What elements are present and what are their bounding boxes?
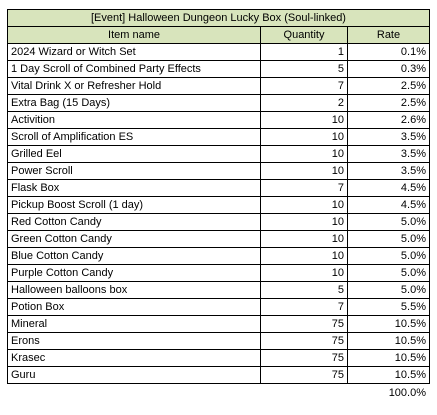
- header-cell: Rate: [347, 26, 430, 44]
- quantity: 10: [260, 230, 348, 248]
- table-row: Power Scroll 10 3.5%: [7, 162, 430, 180]
- item-name: Vital Drink X or Refresher Hold: [7, 77, 261, 95]
- item-name: Power Scroll: [7, 162, 261, 180]
- item-name: 2024 Wizard or Witch Set: [7, 43, 261, 61]
- header-cell: Item name: [7, 26, 261, 44]
- rate: 0.1%: [347, 43, 430, 61]
- table-row: Mineral 75 10.5%: [7, 315, 430, 333]
- quantity: 7: [260, 179, 348, 197]
- rate: 2.6%: [347, 111, 430, 129]
- rate: 5.0%: [347, 230, 430, 248]
- quantity: 10: [260, 247, 348, 265]
- rate: 5.0%: [347, 281, 430, 299]
- rate: 3.5%: [347, 128, 430, 146]
- table: [Event] Halloween Dungeon Lucky Box (Sou…: [7, 9, 430, 384]
- table-row: Erons 75 10.5%: [7, 332, 430, 350]
- table-wrap: [Event] Halloween Dungeon Lucky Box (Sou…: [7, 9, 430, 400]
- quantity: 75: [260, 349, 348, 367]
- total: 100.0%: [388, 387, 426, 399]
- table-row: Vital Drink X or Refresher Hold 7 2.5%: [7, 77, 430, 95]
- quantity: 10: [260, 111, 348, 129]
- table-row: Green Cotton Candy 10 5.0%: [7, 230, 430, 248]
- quantity: 10: [260, 196, 348, 214]
- rate: 5.0%: [347, 264, 430, 282]
- header-row: Item name Quantity Rate: [7, 26, 430, 44]
- header-cell: Quantity: [260, 26, 348, 44]
- quantity: 10: [260, 213, 348, 231]
- table-row: Flask Box 7 4.5%: [7, 179, 430, 197]
- table-row: Potion Box 7 5.5%: [7, 298, 430, 316]
- rate: 5.0%: [347, 213, 430, 231]
- item-name: Blue Cotton Candy: [7, 247, 261, 265]
- rate: 3.5%: [347, 145, 430, 163]
- table-row: Blue Cotton Candy 10 5.0%: [7, 247, 430, 265]
- table-row: Krasec 75 10.5%: [7, 349, 430, 367]
- item-name: Purple Cotton Candy: [7, 264, 261, 282]
- item-name: Krasec: [7, 349, 261, 367]
- title-row: [Event] Halloween Dungeon Lucky Box (Sou…: [7, 9, 430, 27]
- table-row: 2024 Wizard or Witch Set 1 0.1%: [7, 43, 430, 61]
- item-name: 1 Day Scroll of Combined Party Effects: [7, 60, 261, 78]
- table-row: Grilled Eel 10 3.5%: [7, 145, 430, 163]
- rate: 10.5%: [347, 332, 430, 350]
- table-row: Scroll of Amplification ES 10 3.5%: [7, 128, 430, 146]
- table-row: Activition 10 2.6%: [7, 111, 430, 129]
- quantity: 75: [260, 315, 348, 333]
- item-name: Scroll of Amplification ES: [7, 128, 261, 146]
- rate: 10.5%: [347, 315, 430, 333]
- table-row: Purple Cotton Candy 10 5.0%: [7, 264, 430, 282]
- table-row: Extra Bag (15 Days) 2 2.5%: [7, 94, 430, 112]
- item-name: Activition: [7, 111, 261, 129]
- quantity: 5: [260, 60, 348, 78]
- rate: 5.0%: [347, 247, 430, 265]
- table-row: Pickup Boost Scroll (1 day) 10 4.5%: [7, 196, 430, 214]
- rate: 10.5%: [347, 349, 430, 367]
- quantity: 1: [260, 43, 348, 61]
- rate: 3.5%: [347, 162, 430, 180]
- table-row: Halloween balloons box 5 5.0%: [7, 281, 430, 299]
- rate: 0.3%: [347, 60, 430, 78]
- quantity: 5: [260, 281, 348, 299]
- item-name: Red Cotton Candy: [7, 213, 261, 231]
- table-row: Guru 75 10.5%: [7, 366, 430, 384]
- quantity: 10: [260, 128, 348, 146]
- item-name: Extra Bag (15 Days): [7, 94, 261, 112]
- rate: 10.5%: [347, 366, 430, 384]
- quantity: 10: [260, 145, 348, 163]
- table-body: 2024 Wizard or Witch Set 1 0.1% 1 Day Scrol…: [7, 43, 430, 384]
- quantity: 2: [260, 94, 348, 112]
- table-title: [Event] Halloween Dungeon Lucky Box (Sou…: [7, 9, 430, 27]
- table-row: Red Cotton Candy 10 5.0%: [7, 213, 430, 231]
- quantity: 75: [260, 366, 348, 384]
- rate: 5.5%: [347, 298, 430, 316]
- item-name: Grilled Eel: [7, 145, 261, 163]
- quantity: 75: [260, 332, 348, 350]
- item-name: Halloween balloons box: [7, 281, 261, 299]
- item-name: Guru: [7, 366, 261, 384]
- item-name: Pickup Boost Scroll (1 day): [7, 196, 261, 214]
- quantity: 7: [260, 298, 348, 316]
- item-name: Flask Box: [7, 179, 261, 197]
- rate: 2.5%: [347, 77, 430, 95]
- item-name: Potion Box: [7, 298, 261, 316]
- rate: 2.5%: [347, 94, 430, 112]
- item-name: Green Cotton Candy: [7, 230, 261, 248]
- item-name: Mineral: [7, 315, 261, 333]
- table-row: 1 Day Scroll of Combined Party Effects 5 0…: [7, 60, 430, 78]
- quantity: 10: [260, 264, 348, 282]
- item-name: Erons: [7, 332, 261, 350]
- rate: 4.5%: [347, 196, 430, 214]
- quantity: 7: [260, 77, 348, 95]
- quantity: 10: [260, 162, 348, 180]
- rate: 4.5%: [347, 179, 430, 197]
